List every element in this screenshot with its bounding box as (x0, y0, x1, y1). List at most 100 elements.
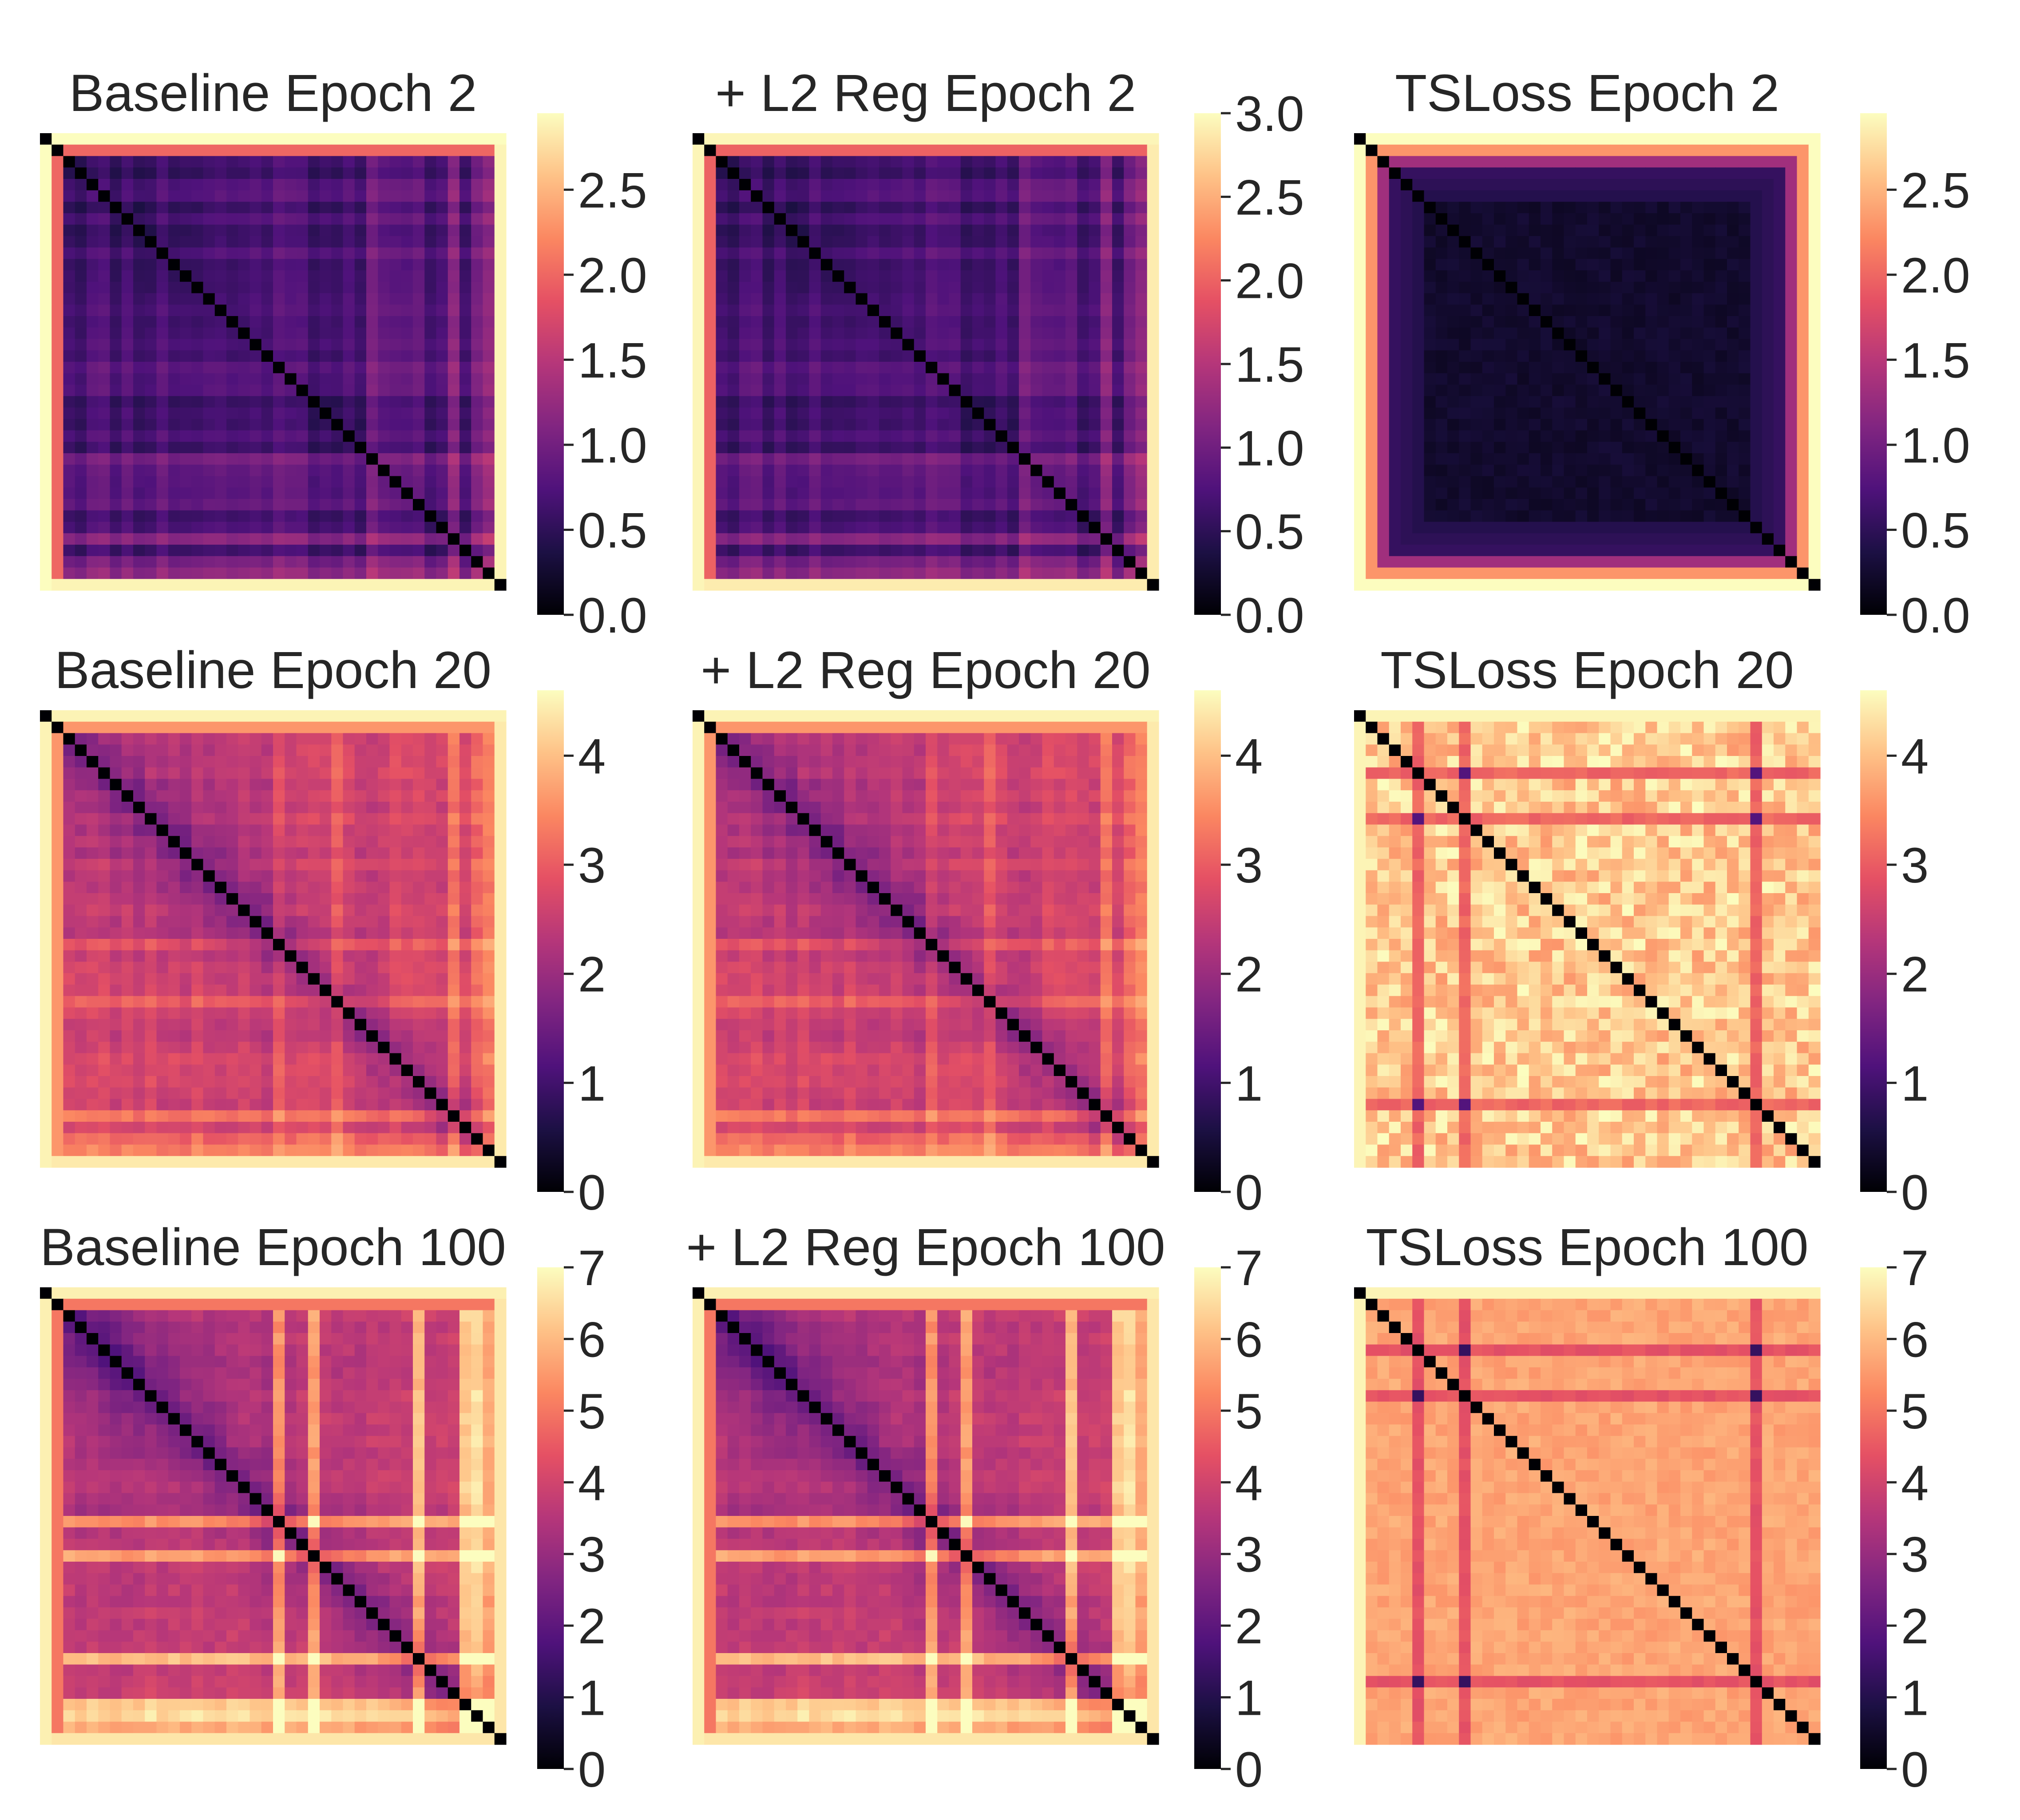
heatmap-cell (879, 133, 891, 145)
heatmap-cell (1389, 236, 1401, 248)
heatmap-cell (1366, 533, 1378, 545)
heatmap-cell (1505, 316, 1518, 328)
heatmap-cell (226, 419, 238, 431)
heatmap-cell (1703, 579, 1716, 591)
heatmap-cell (1135, 510, 1148, 522)
heatmap-cell (1077, 259, 1089, 271)
heatmap-cell (1622, 236, 1634, 248)
heatmap-cell (891, 430, 903, 442)
heatmap-cell (413, 721, 425, 734)
heatmap-cell (413, 225, 425, 237)
heatmap-cell (1447, 556, 1459, 568)
heatmap-cell (1645, 190, 1658, 202)
heatmap-cell (121, 316, 134, 328)
heatmap-cell (1517, 167, 1529, 179)
heatmap-cell (1774, 179, 1786, 191)
heatmap-cell (483, 579, 495, 591)
heatmap-cell (471, 179, 483, 191)
heatmap-cell (879, 499, 891, 511)
heatmap-cell (110, 721, 122, 734)
heatmap-cell (1505, 270, 1518, 282)
heatmap-cell (343, 545, 355, 557)
heatmap-cell (250, 144, 262, 157)
heatmap-cell (1552, 350, 1565, 362)
heatmap-cell (1739, 408, 1751, 419)
heatmap-cell (1389, 487, 1401, 499)
heatmap-cell (308, 305, 320, 317)
heatmap-cell (1354, 510, 1366, 522)
heatmap-cell (960, 430, 973, 442)
heatmap-cell (494, 179, 507, 191)
heatmap-cell (366, 567, 378, 579)
heatmap-cell (203, 133, 215, 145)
heatmap-cell (459, 144, 471, 157)
heatmap-cell (1703, 464, 1716, 477)
heatmap-cell (273, 327, 285, 340)
heatmap-cell (716, 408, 728, 419)
heatmap-cell (156, 408, 169, 419)
heatmap-cell (1054, 293, 1066, 305)
heatmap-cell (704, 339, 717, 351)
heatmap-cell (40, 270, 52, 282)
heatmap-cell (191, 350, 204, 362)
heatmap-cell (250, 396, 262, 408)
heatmap-cell (1739, 556, 1751, 568)
heatmap-cell (1634, 202, 1646, 214)
heatmap-cell (762, 270, 775, 282)
heatmap-cell (891, 487, 903, 499)
heatmap-cell (1564, 464, 1576, 477)
heatmap-panel: Baseline Epoch 20.00.51.01.52.02.5 (40, 64, 647, 643)
heatmap-cell (75, 567, 87, 579)
heatmap-cell (1727, 510, 1739, 522)
heatmap-cell (75, 350, 87, 362)
heatmap-cell (960, 167, 973, 179)
heatmap-cell (389, 362, 402, 374)
heatmap-cell (856, 533, 868, 545)
heatmap-cell (1494, 373, 1506, 385)
heatmap-cell (1762, 510, 1774, 522)
heatmap-cell (1389, 384, 1401, 396)
heatmap-cell (226, 305, 238, 317)
heatmap-cell (1657, 213, 1669, 225)
heatmap-cell (879, 202, 891, 214)
heatmap-cell (902, 156, 915, 168)
heatmap-cell (121, 510, 134, 522)
heatmap-cell (483, 350, 495, 362)
heatmap-cell (1715, 442, 1727, 454)
heatmap-cell (762, 339, 775, 351)
heatmap-cell (133, 499, 145, 511)
heatmap-cell (797, 464, 810, 477)
heatmap-cell (1575, 567, 1588, 579)
heatmap-cell (716, 327, 728, 340)
heatmap-cell (1030, 499, 1043, 511)
heatmap-cell (1482, 213, 1494, 225)
heatmap-cell (879, 373, 891, 385)
heatmap-cell (121, 533, 134, 545)
heatmap-cell (739, 350, 751, 362)
heatmap-cell (1774, 556, 1786, 568)
heatmap-cell (156, 476, 169, 488)
heatmap-cell (867, 350, 879, 362)
heatmap-cell (960, 281, 973, 294)
heatmap-cell (1739, 362, 1751, 374)
heatmap-cell (1645, 305, 1658, 317)
heatmap-cell (1808, 408, 1821, 419)
colorbar-tick-label: 1.0 (1235, 420, 1304, 476)
heatmap-cell (891, 442, 903, 454)
heatmap-cell (1727, 533, 1739, 545)
heatmap-cell (820, 213, 833, 225)
heatmap-cell (1412, 476, 1425, 488)
heatmap-cell (1054, 316, 1066, 328)
heatmap-cell (1575, 545, 1588, 557)
heatmap-cell (63, 396, 75, 408)
heatmap-cell (1692, 156, 1704, 168)
heatmap-cell (1354, 213, 1366, 225)
heatmap-cell (1715, 396, 1727, 408)
heatmap-cell (40, 167, 52, 179)
heatmap-cell (1599, 362, 1611, 374)
heatmap-cell (1042, 419, 1054, 431)
heatmap-cell (1645, 133, 1658, 145)
heatmap-cell (261, 533, 273, 545)
heatmap-cell (960, 190, 973, 202)
heatmap-cell (914, 408, 926, 419)
